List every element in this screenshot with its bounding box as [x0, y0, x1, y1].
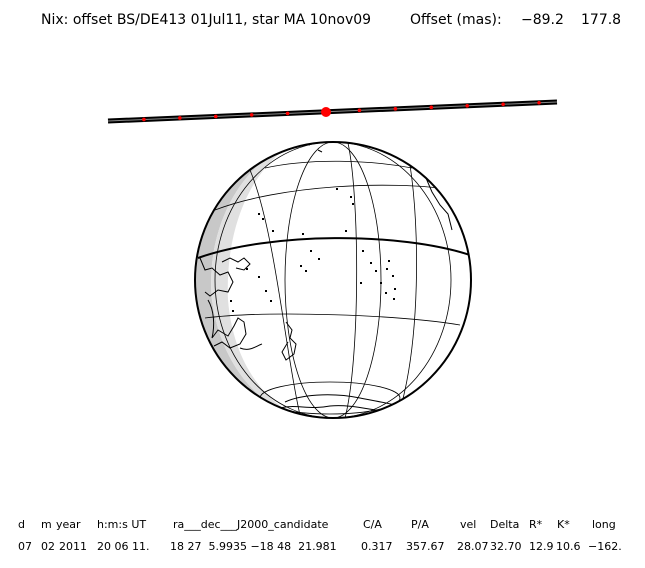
val-long: −162. [588, 540, 622, 553]
globe-outline [194, 141, 472, 419]
hdr-long: long [592, 518, 616, 531]
central-instant-dot [321, 107, 331, 117]
val-month: 02 [41, 540, 55, 553]
island [380, 282, 382, 284]
hdr-month: m [41, 518, 52, 531]
plot-title: Nix: offset BS/DE413 01Jul11, star MA 10… [0, 12, 645, 32]
title-text: Nix: offset BS/DE413 01Jul11, star MA 10… [41, 12, 372, 28]
offset-x-value: −89.2 [521, 12, 564, 28]
offset-label: Offset (mas): [410, 12, 502, 28]
island [270, 300, 272, 302]
val-rstar: 12.9 [529, 540, 554, 553]
island [385, 292, 387, 294]
island [262, 218, 264, 220]
island [388, 260, 390, 262]
hdr-rstar: R* [529, 518, 543, 531]
val-radec: 18 27 5.9935 −18 48 21.981 [170, 540, 337, 553]
val-pa: 357.67 [406, 540, 445, 553]
offset-y-value: 177.8 [581, 12, 622, 28]
track-mark [537, 100, 541, 105]
hdr-vel: vel [460, 518, 477, 531]
track-mark [285, 111, 290, 116]
equator [197, 237, 471, 259]
island [386, 268, 388, 270]
island [272, 230, 274, 232]
island [350, 196, 352, 198]
hdr-kstar: K* [557, 518, 570, 531]
val-time: 20 06 11. [97, 540, 150, 553]
track-mark [501, 102, 505, 107]
earth-globe [194, 141, 472, 419]
hdr-radec: ra___dec___J2000_candidate [173, 518, 329, 531]
island [394, 288, 396, 290]
val-vel: 28.07 [457, 540, 489, 553]
hdr-ca: C/A [363, 518, 382, 531]
coastlines [199, 142, 459, 413]
island [375, 270, 377, 272]
hdr-day: d [18, 518, 25, 531]
island [352, 203, 354, 205]
track-mark [429, 105, 434, 110]
island [318, 258, 320, 260]
hdr-pa: P/A [411, 518, 429, 531]
island [300, 265, 302, 267]
val-year: 2011 [59, 540, 87, 553]
island [362, 250, 364, 252]
results-header-row: d m year h:m:s UT ra___dec___J2000_candi… [0, 518, 645, 532]
island [246, 268, 248, 270]
island [230, 300, 232, 302]
island [258, 213, 260, 215]
island [370, 262, 372, 264]
val-ca: 0.317 [361, 540, 393, 553]
twilight-band [211, 142, 300, 418]
track-mark [393, 107, 398, 111]
track-mark [178, 116, 182, 120]
val-kstar: 10.6 [556, 540, 581, 553]
island [310, 250, 312, 252]
val-delta: 32.70 [490, 540, 522, 553]
island [360, 282, 362, 284]
val-day: 07 [18, 540, 32, 553]
island [305, 270, 307, 272]
island [302, 233, 304, 235]
track-mark [142, 117, 146, 122]
island [265, 290, 267, 292]
island [345, 230, 347, 232]
hdr-year: year [56, 518, 81, 531]
hdr-delta: Delta [490, 518, 520, 531]
pacific-islands [230, 188, 396, 312]
island [393, 298, 395, 300]
meridians [214, 142, 452, 418]
island [258, 276, 260, 278]
island [232, 310, 234, 312]
track-mark [357, 108, 362, 113]
track-mark [249, 113, 254, 117]
track-mark [213, 114, 218, 119]
hdr-time: h:m:s UT [97, 518, 147, 531]
island [336, 188, 338, 190]
island [392, 275, 394, 277]
results-value-row: 07 02 2011 20 06 11. 18 27 5.9935 −18 48… [0, 540, 645, 554]
track-mark [465, 104, 470, 108]
shadow-track [107, 99, 558, 124]
